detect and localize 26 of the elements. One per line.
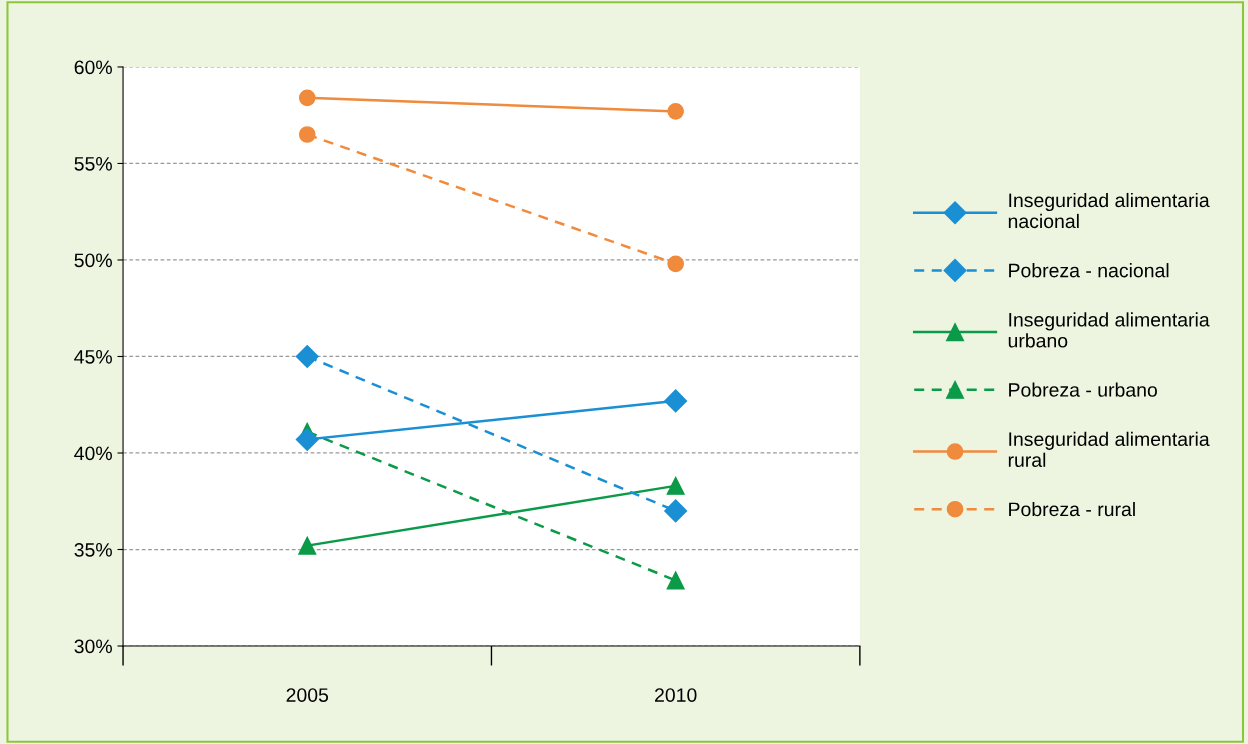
y-tick-label: 60% <box>74 60 112 75</box>
y-tick-label: 30% <box>74 639 112 654</box>
legend-label: Inseguridad alimentaria nacional <box>1008 192 1210 229</box>
legend-label: Pobreza - rural <box>1009 501 1135 517</box>
x-tick-label: 2010 <box>655 688 697 702</box>
y-tick-label: 55% <box>74 157 112 171</box>
point <box>664 389 688 413</box>
point <box>664 499 688 523</box>
legend-label: Inseguridad alimentaria rural <box>1008 431 1210 467</box>
point <box>667 255 685 273</box>
y-tick-label: 45% <box>74 350 112 364</box>
x-tick-label: 2005 <box>286 688 329 702</box>
point <box>298 536 317 555</box>
point <box>666 571 685 590</box>
point <box>667 103 685 120</box>
point <box>295 344 319 368</box>
point <box>298 89 316 107</box>
point <box>298 126 316 143</box>
y-tick-label: 40% <box>74 446 112 461</box>
y-tick-label: 50% <box>74 253 112 268</box>
point <box>666 476 685 495</box>
legend-label: Inseguridad alimentaria urbano <box>1008 312 1210 348</box>
legend-label: Pobreza - urbano <box>1009 382 1157 397</box>
point <box>295 427 319 451</box>
y-tick-label: 35% <box>74 542 112 557</box>
legend-label: Pobreza - nacional <box>1009 263 1169 278</box>
